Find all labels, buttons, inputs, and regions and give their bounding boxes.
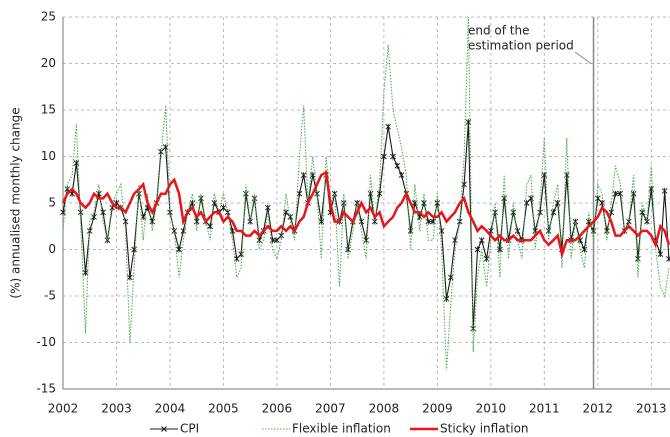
- x-tick-label: 2012: [583, 402, 614, 416]
- series-line: [61, 170, 670, 259]
- point-marker: [131, 246, 137, 253]
- point-marker: [447, 274, 454, 281]
- annotation-arrow: [574, 51, 592, 65]
- x-tick-label: 2011: [529, 402, 560, 416]
- point-marker: [612, 190, 619, 197]
- point-marker: [127, 274, 133, 281]
- point-marker: [278, 232, 285, 239]
- series-line: [62, 16, 670, 371]
- series-line: [62, 122, 670, 329]
- point-marker: [594, 195, 601, 202]
- point-marker: [421, 200, 427, 206]
- x-tick-label: 2010: [476, 402, 507, 416]
- point-marker: [497, 246, 503, 253]
- point-marker: [274, 237, 280, 244]
- point-marker: [265, 204, 271, 211]
- point-marker: [122, 218, 129, 225]
- x-tick-label: 2007: [315, 402, 346, 416]
- point-marker: [283, 209, 289, 216]
- point-marker: [238, 251, 244, 258]
- point-marker: [381, 153, 387, 160]
- point-marker: [180, 227, 187, 234]
- point-marker: [376, 190, 383, 197]
- point-marker: [541, 172, 548, 179]
- point-marker: [478, 237, 485, 244]
- x-tick-label: 2004: [155, 402, 186, 416]
- x-tick-label: 2009: [422, 402, 453, 416]
- point-marker: [661, 187, 668, 194]
- point-marker: [394, 162, 401, 169]
- point-marker: [100, 209, 106, 216]
- annotation-text: end of the: [468, 24, 530, 38]
- point-marker: [550, 209, 557, 216]
- legend-label: Flexible inflation: [292, 422, 391, 436]
- point-marker: [331, 190, 338, 197]
- legend-label: CPI: [180, 422, 199, 436]
- y-tick-label: 10: [41, 149, 56, 163]
- point-marker: [211, 200, 218, 206]
- y-tick-label: -5: [44, 289, 56, 303]
- point-marker: [91, 213, 97, 220]
- point-marker: [465, 119, 472, 126]
- y-tick-label: 20: [41, 56, 56, 70]
- point-marker: [82, 269, 89, 276]
- x-tick-label: 2005: [208, 402, 239, 416]
- point-marker: [528, 195, 534, 202]
- point-marker: [363, 237, 370, 244]
- point-marker: [407, 227, 414, 234]
- x-tick-label: 2008: [369, 402, 400, 416]
- annotation-text: estimation period: [468, 39, 574, 53]
- legend-label: Sticky inflation: [440, 422, 529, 436]
- y-tick-label: -10: [36, 335, 56, 349]
- point-marker: [269, 237, 276, 244]
- y-tick-label: 0: [48, 242, 56, 256]
- y-tick-label: -15: [36, 382, 56, 396]
- point-marker: [554, 200, 561, 206]
- x-tick-label: 2006: [262, 402, 293, 416]
- point-marker: [657, 251, 664, 258]
- point-marker: [398, 172, 405, 179]
- point-marker: [483, 255, 490, 262]
- y-tick-label: 25: [41, 10, 56, 24]
- y-axis-label: (%) annualised monthly change: [9, 107, 23, 298]
- point-marker: [434, 200, 441, 206]
- point-marker: [300, 172, 307, 179]
- point-marker: [390, 153, 396, 160]
- point-marker: [73, 160, 80, 167]
- point-marker: [635, 255, 641, 262]
- point-marker: [229, 227, 236, 234]
- point-marker: [220, 204, 227, 211]
- legend-marker: [161, 426, 167, 432]
- point-marker: [176, 246, 182, 253]
- point-marker: [318, 218, 325, 225]
- x-tick-label: 2002: [48, 402, 79, 416]
- x-tick-label: 2013: [636, 402, 667, 416]
- x-tick-label: 2003: [101, 402, 132, 416]
- y-tick-label: 15: [41, 103, 56, 117]
- point-marker: [443, 295, 450, 302]
- point-marker: [385, 123, 391, 130]
- point-marker: [630, 190, 637, 197]
- point-marker: [617, 190, 624, 197]
- point-marker: [60, 209, 66, 216]
- point-marker: [474, 246, 481, 253]
- y-tick-label: 5: [48, 196, 56, 210]
- point-marker: [666, 255, 670, 262]
- point-marker: [256, 237, 263, 244]
